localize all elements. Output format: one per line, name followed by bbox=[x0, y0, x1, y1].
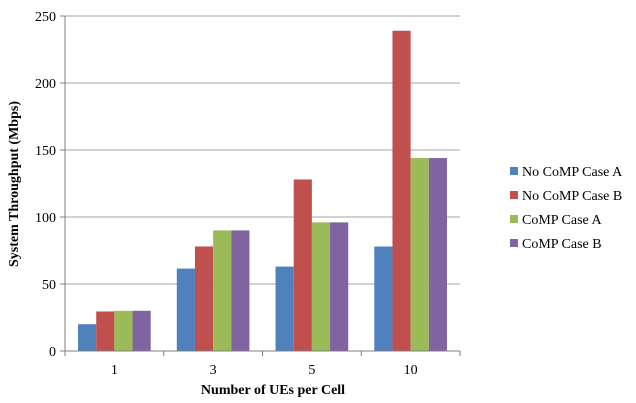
legend: No CoMP Case A No CoMP Case B CoMP Case A C… bbox=[510, 165, 623, 252]
bar-2-5 bbox=[293, 179, 312, 351]
bar-2-10 bbox=[392, 30, 411, 352]
bar-1-1 bbox=[78, 324, 97, 351]
y-tick-label: 200 bbox=[35, 77, 56, 92]
bars bbox=[78, 30, 447, 352]
bar-4-1 bbox=[132, 310, 151, 351]
x-tick-labels: 1 3 5 10 bbox=[111, 363, 418, 378]
y-axis-title: System Throughput (Mbps) bbox=[7, 101, 22, 267]
legend-label: CoMP Case A bbox=[522, 213, 602, 228]
legend-swatch bbox=[510, 167, 518, 175]
bar-2-1 bbox=[96, 311, 115, 351]
x-axis-title: Number of UEs per Cell bbox=[201, 383, 345, 398]
legend-swatch bbox=[510, 215, 518, 223]
bar-3-5 bbox=[311, 222, 331, 351]
bar-1-5 bbox=[275, 266, 294, 351]
x-tick-label: 1 bbox=[111, 363, 118, 378]
bar-1-10 bbox=[374, 246, 393, 351]
bar-3-3 bbox=[213, 230, 232, 351]
bar-4-3 bbox=[231, 230, 250, 351]
axes bbox=[60, 15, 461, 356]
bar-3-1 bbox=[114, 310, 133, 351]
x-tick-label: 5 bbox=[308, 363, 315, 378]
x-tick-label: 3 bbox=[210, 363, 217, 378]
bar-3-10 bbox=[410, 158, 429, 351]
legend-swatch bbox=[510, 239, 518, 247]
y-tick-label: 50 bbox=[42, 278, 56, 293]
y-tick-label: 100 bbox=[35, 211, 56, 226]
bar-2-3 bbox=[194, 246, 214, 351]
bar-4-5 bbox=[330, 222, 349, 351]
y-tick-label: 250 bbox=[35, 10, 56, 25]
x-tick-label: 10 bbox=[404, 363, 418, 378]
legend-label: No CoMP Case A bbox=[522, 165, 623, 180]
legend-label: CoMP Case B bbox=[522, 237, 602, 252]
y-tick-labels: 0 50 100 150 200 250 bbox=[35, 10, 56, 360]
legend-label: No CoMP Case B bbox=[522, 189, 622, 204]
bar-4-10 bbox=[428, 158, 447, 351]
y-tick-label: 150 bbox=[35, 144, 56, 159]
bar-1-3 bbox=[176, 268, 195, 351]
legend-swatch bbox=[510, 191, 518, 199]
y-tick-label: 0 bbox=[49, 345, 56, 360]
